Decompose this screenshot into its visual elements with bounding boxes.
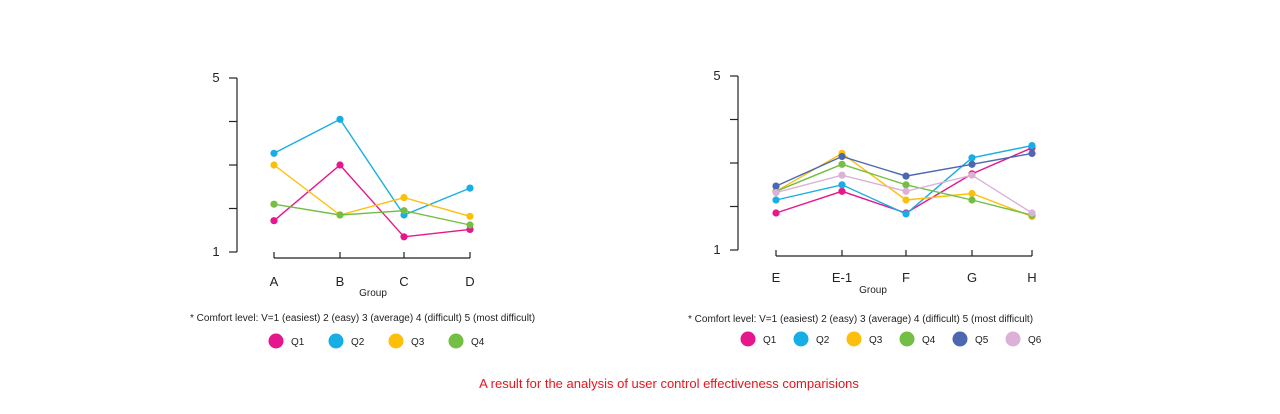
data-point-q6 [772, 189, 780, 197]
data-point-q6 [968, 171, 976, 179]
data-point-q5 [968, 160, 976, 168]
series-line-q2 [273, 118, 471, 216]
data-point-q6 [1028, 209, 1036, 217]
data-point-q3 [400, 194, 408, 202]
data-point-q2 [466, 184, 474, 192]
legend-swatch-q5 [952, 331, 968, 347]
data-point-q3 [270, 161, 278, 169]
data-point-q2 [336, 115, 344, 123]
data-point-q1 [270, 217, 278, 225]
x-axis-title: Group [359, 288, 387, 299]
data-point-q2 [772, 196, 780, 204]
data-point-q5 [838, 152, 846, 161]
x-tick-label: B [336, 274, 345, 289]
y-tick-label: 5 [713, 68, 720, 83]
legend-label-q2: Q2 [816, 335, 830, 346]
data-point-q4 [400, 207, 408, 215]
x-tick-label: E [772, 270, 781, 285]
legend-label-q4: Q4 [471, 337, 485, 348]
data-point-q1 [838, 187, 846, 195]
data-point-q2 [968, 154, 976, 162]
data-point-q3 [466, 212, 474, 220]
legend-swatch-q1 [740, 331, 756, 347]
data-point-q4 [968, 196, 976, 204]
legend-label-q3: Q3 [411, 337, 425, 348]
data-point-q2 [902, 210, 910, 218]
x-tick-label: H [1027, 270, 1036, 285]
data-point-q2 [838, 181, 846, 189]
legend-label-q1: Q1 [763, 335, 777, 346]
legend-swatch-q3 [388, 333, 404, 349]
data-point-q6 [902, 187, 910, 195]
data-point-q5 [772, 182, 780, 190]
legend-label-q1: Q1 [291, 337, 305, 348]
data-point-q3 [902, 196, 910, 204]
series-line-q4 [273, 203, 471, 226]
data-point-q2 [1028, 142, 1036, 150]
y-tick-label: 1 [212, 244, 219, 259]
chart-right: 1 5 E E-1 F G H Group * Comfort level: V=1 (easi… [688, 68, 1042, 347]
legend-swatch-q4 [899, 331, 915, 347]
legend-swatch-q1 [268, 333, 284, 349]
series-line-q1 [775, 147, 1033, 214]
y-tick-label: 5 [212, 70, 219, 85]
series-line-q2 [775, 144, 1033, 215]
chart-left: 1 5 A B C D Group * Comfort level: V=1 (easiest… [190, 70, 535, 349]
legend-label-q2: Q2 [351, 337, 365, 348]
x-axis-title: Group [859, 285, 887, 296]
data-point-q5 [1028, 149, 1036, 157]
x-tick-label: G [967, 270, 977, 285]
legend-label-q4: Q4 [922, 335, 936, 346]
figure-caption: A result for the analysis of user contro… [479, 376, 859, 391]
legend-swatch-q4 [448, 333, 464, 349]
x-tick-label: A [270, 274, 279, 289]
x-tick-label: E-1 [832, 270, 852, 285]
x-tick-label: D [465, 274, 474, 289]
x-tick-label: F [902, 270, 910, 285]
data-point-q3 [968, 189, 976, 198]
data-point-q2 [270, 149, 278, 157]
data-point-q5 [902, 172, 910, 180]
legend-label-q6: Q6 [1028, 335, 1042, 346]
data-point-q1 [400, 233, 408, 241]
series-line-q1 [273, 164, 471, 238]
legend-label-q3: Q3 [869, 335, 883, 346]
data-point-q1 [336, 161, 344, 169]
data-point-q4 [902, 181, 910, 189]
y-tick-label: 1 [713, 242, 720, 257]
series-line-q3 [273, 164, 471, 217]
data-point-q1 [772, 209, 780, 217]
x-tick-label: C [399, 274, 408, 289]
legend-swatch-q2 [793, 331, 809, 347]
data-point-q4 [336, 211, 344, 219]
legend-label-q5: Q5 [975, 335, 989, 346]
comfort-level-note: * Comfort level: V=1 (easiest) 2 (easy) … [190, 313, 535, 324]
comfort-level-note: * Comfort level: V=1 (easiest) 2 (easy) … [688, 314, 1033, 325]
data-point-q4 [270, 200, 278, 208]
data-point-q4 [466, 221, 474, 229]
legend-swatch-q3 [846, 331, 862, 347]
legend-swatch-q6 [1005, 331, 1021, 347]
data-point-q4 [838, 160, 846, 168]
legend-swatch-q2 [328, 333, 344, 349]
data-point-q6 [838, 171, 846, 179]
